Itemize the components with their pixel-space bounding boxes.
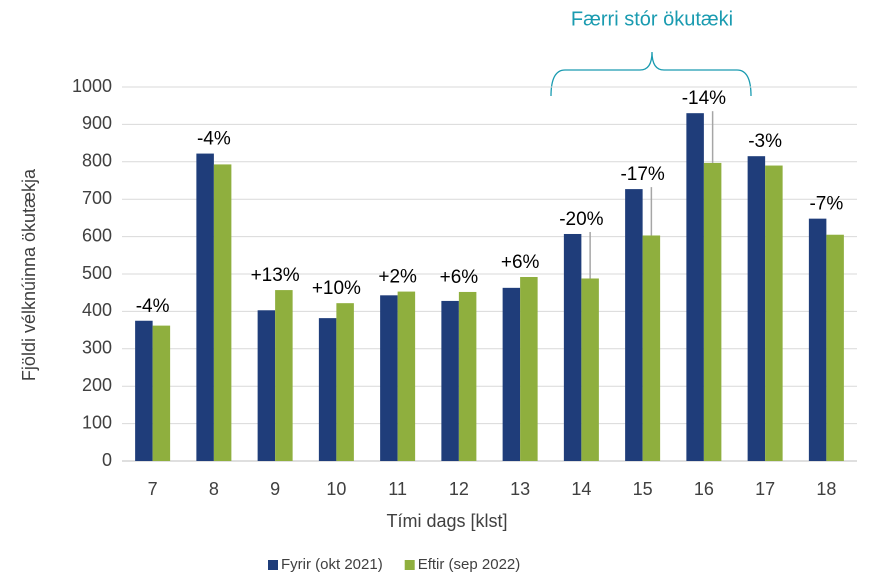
x-tick-label: 13 <box>510 479 530 499</box>
bar <box>135 320 153 461</box>
legend-label: Eftir (sep 2022) <box>418 556 521 573</box>
bar <box>625 189 643 462</box>
y-tick-label: 500 <box>82 263 112 283</box>
x-tick-label: 16 <box>694 479 714 499</box>
y-tick-label: 400 <box>82 300 112 320</box>
y-tick-label: 800 <box>82 151 112 171</box>
bar <box>318 318 337 461</box>
y-tick-label: 100 <box>82 412 112 432</box>
bar <box>520 276 538 461</box>
change-label: -3% <box>748 131 782 152</box>
change-label: -4% <box>197 129 231 150</box>
change-label: +6% <box>440 267 479 288</box>
bar <box>502 287 521 461</box>
change-label: -20% <box>559 209 603 230</box>
bar <box>152 325 171 461</box>
bar <box>441 300 459 461</box>
bar <box>336 303 354 461</box>
bar <box>808 218 827 461</box>
x-axis-title: Tími dags [klst] <box>386 511 507 531</box>
y-tick-label: 600 <box>82 225 112 245</box>
bar <box>458 291 477 461</box>
x-tick-label: 17 <box>755 479 775 499</box>
bar <box>642 235 661 461</box>
legend-swatch <box>268 560 278 570</box>
legend-swatch <box>404 560 415 570</box>
y-tick-label: 0 <box>102 450 112 470</box>
bar <box>563 233 582 461</box>
legend-label: Fyrir (okt 2021) <box>281 556 383 573</box>
x-tick-label: 9 <box>270 479 280 499</box>
change-label: -7% <box>809 194 843 215</box>
bar <box>765 165 783 462</box>
bar <box>747 156 766 461</box>
y-axis-title: Fjöldi vélknúinna ökutækja <box>19 168 39 381</box>
bar <box>213 164 232 461</box>
x-tick-label: 12 <box>449 479 469 499</box>
bracket <box>550 51 752 97</box>
bar <box>257 310 276 461</box>
y-tick-label: 300 <box>82 338 112 358</box>
change-label: +6% <box>501 252 540 273</box>
bar <box>703 162 722 461</box>
bar <box>380 295 398 461</box>
y-tick-label: 700 <box>82 188 112 208</box>
bar <box>275 290 293 461</box>
x-tick-label: 10 <box>326 479 346 499</box>
x-tick-label: 11 <box>388 479 407 499</box>
x-tick-label: 15 <box>633 479 653 499</box>
y-tick-label: 1000 <box>72 76 112 96</box>
bar <box>397 291 416 461</box>
change-label: -17% <box>620 164 664 185</box>
x-tick-label: 18 <box>816 479 836 499</box>
bar <box>196 153 214 461</box>
annotation: Færri stór ökutæki <box>571 8 733 30</box>
x-tick-label: 7 <box>148 479 158 499</box>
bar <box>826 234 844 461</box>
x-tick-label: 14 <box>571 479 591 499</box>
change-label: +13% <box>251 265 300 286</box>
change-label: -14% <box>682 88 726 109</box>
change-label: +2% <box>378 267 417 288</box>
x-tick-label: 8 <box>209 479 219 499</box>
bar <box>686 113 704 462</box>
y-tick-label: 900 <box>82 113 112 133</box>
bar <box>581 278 599 461</box>
change-label: +10% <box>312 278 361 299</box>
y-tick-label: 200 <box>82 375 112 395</box>
change-label: -4% <box>136 296 170 317</box>
